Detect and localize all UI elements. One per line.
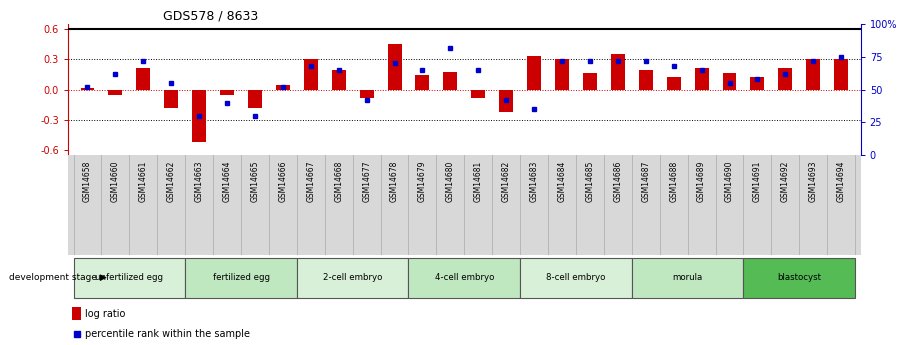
Bar — [332, 70, 346, 90]
Bar — [527, 57, 541, 90]
Text: GSM14683: GSM14683 — [530, 160, 538, 201]
Text: GSM14690: GSM14690 — [725, 160, 734, 202]
Text: percentile rank within the sample: percentile rank within the sample — [85, 329, 250, 339]
Text: GSM14681: GSM14681 — [474, 160, 483, 201]
Text: GSM14662: GSM14662 — [167, 160, 176, 201]
Text: GSM14665: GSM14665 — [250, 160, 259, 202]
Bar — [778, 68, 793, 90]
Text: unfertilized egg: unfertilized egg — [95, 273, 163, 282]
Bar — [695, 68, 708, 90]
Bar — [109, 90, 122, 95]
Bar — [192, 90, 207, 142]
Text: 2-cell embryo: 2-cell embryo — [323, 273, 382, 282]
Text: GSM14692: GSM14692 — [781, 160, 790, 201]
Text: development stage ▶: development stage ▶ — [9, 273, 107, 282]
Bar — [639, 70, 652, 90]
Text: blastocyst: blastocyst — [777, 273, 822, 282]
Bar — [443, 71, 458, 90]
Text: GSM14685: GSM14685 — [585, 160, 594, 201]
Bar — [409, 257, 520, 298]
Text: GSM14693: GSM14693 — [809, 160, 818, 202]
Bar — [631, 257, 744, 298]
Text: log ratio: log ratio — [85, 309, 126, 318]
Text: GSM14664: GSM14664 — [223, 160, 232, 202]
Text: GSM14666: GSM14666 — [278, 160, 287, 202]
Bar — [248, 90, 262, 108]
Text: GSM14684: GSM14684 — [557, 160, 566, 201]
Text: morula: morula — [672, 273, 703, 282]
Bar — [136, 68, 150, 90]
Text: GSM14687: GSM14687 — [641, 160, 651, 201]
Bar — [72, 307, 82, 320]
Text: GSM14658: GSM14658 — [83, 160, 92, 201]
Bar — [555, 59, 569, 90]
Bar — [520, 257, 631, 298]
Bar — [81, 88, 94, 90]
Text: GSM14667: GSM14667 — [306, 160, 315, 202]
Bar — [667, 77, 680, 90]
Text: GSM14661: GSM14661 — [139, 160, 148, 201]
Bar — [744, 257, 855, 298]
Bar — [611, 55, 625, 90]
Text: GSM14679: GSM14679 — [418, 160, 427, 202]
Text: GSM14677: GSM14677 — [362, 160, 371, 202]
Text: GSM14663: GSM14663 — [195, 160, 204, 202]
Text: GSM14686: GSM14686 — [613, 160, 622, 201]
Bar — [722, 72, 737, 90]
Bar — [471, 90, 486, 98]
Text: GDS578 / 8633: GDS578 / 8633 — [163, 10, 258, 23]
Text: GSM14694: GSM14694 — [836, 160, 845, 202]
Text: 8-cell embryo: 8-cell embryo — [546, 273, 606, 282]
Bar — [220, 90, 234, 95]
Bar — [360, 90, 373, 98]
Text: GSM14660: GSM14660 — [111, 160, 120, 202]
Bar — [185, 257, 297, 298]
Bar — [583, 72, 597, 90]
Text: GSM14682: GSM14682 — [502, 160, 511, 201]
Bar — [304, 59, 318, 90]
Bar — [276, 85, 290, 90]
Bar — [834, 59, 848, 90]
Text: GSM14678: GSM14678 — [390, 160, 399, 201]
Text: GSM14688: GSM14688 — [670, 160, 679, 201]
Text: GSM14691: GSM14691 — [753, 160, 762, 201]
Bar — [73, 257, 185, 298]
Bar — [388, 44, 401, 90]
Text: 4-cell embryo: 4-cell embryo — [435, 273, 494, 282]
Bar — [806, 59, 820, 90]
Text: fertilized egg: fertilized egg — [213, 273, 269, 282]
Bar — [750, 77, 765, 90]
Bar — [297, 257, 409, 298]
Bar — [416, 75, 429, 90]
Bar — [499, 90, 513, 112]
Bar — [164, 90, 178, 108]
Text: GSM14689: GSM14689 — [697, 160, 706, 201]
Text: GSM14668: GSM14668 — [334, 160, 343, 201]
Text: GSM14680: GSM14680 — [446, 160, 455, 201]
